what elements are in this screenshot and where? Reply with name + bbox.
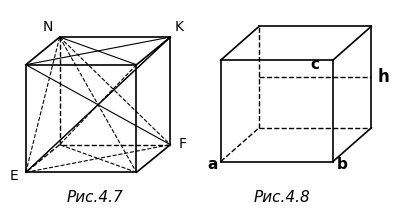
Text: Рис.4.8: Рис.4.8 [254,190,310,205]
Text: K: K [175,20,184,34]
Text: N: N [42,20,52,34]
Text: E: E [9,169,18,183]
Text: F: F [178,137,187,151]
Text: a: a [208,157,218,172]
Text: c: c [311,57,320,72]
Text: h: h [378,68,390,86]
Text: Рис.4.7: Рис.4.7 [67,190,123,205]
Text: b: b [337,157,348,172]
